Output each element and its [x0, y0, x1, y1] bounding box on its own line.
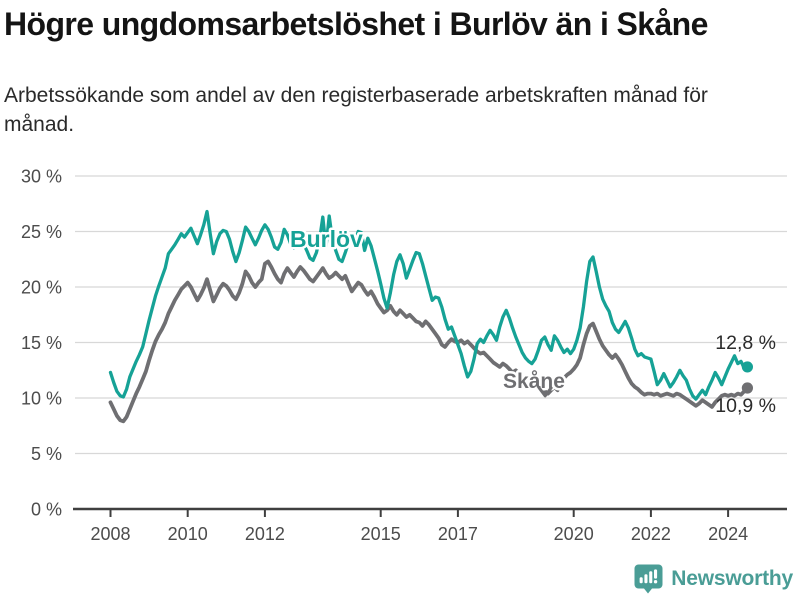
series-inline-label-burlöv: Burlöv — [290, 226, 363, 252]
unemployment-line-chart: 0 % 5 % 10 % 15 % 20 % 25 % 30 % 2008 2010 2012 20… — [21, 167, 787, 544]
series-end-label-skåne: 10,9 % — [715, 395, 776, 417]
x-tick-label: 2015 — [361, 524, 401, 544]
x-tick-label: 2022 — [631, 524, 671, 544]
x-tick-label: 2017 — [438, 524, 478, 544]
chart-subtitle: Arbetssökande som andel av den registerb… — [4, 84, 708, 136]
series-end-dot-skåne — [741, 382, 754, 394]
y-tick-label: 25 % — [21, 222, 62, 242]
series-line-skåne — [108, 259, 750, 424]
x-tick-label: 2024 — [708, 524, 748, 544]
x-tick-label: 2020 — [554, 524, 594, 544]
y-tick-label: 5 % — [31, 444, 62, 464]
x-tick-label: 2010 — [168, 524, 208, 544]
newsworthy-logo-icon — [634, 564, 663, 594]
y-tick-label: 20 % — [21, 278, 62, 298]
series-inline-label-skåne: Skåne — [503, 370, 565, 393]
series-line-burlöv — [108, 209, 750, 401]
newsworthy-branding: Newsworthy — [633, 563, 793, 594]
x-tick-label: 2008 — [90, 524, 130, 544]
y-tick-label: 30 % — [21, 167, 62, 187]
y-tick-label: 0 % — [31, 500, 62, 520]
chevron-down-icon — [537, 386, 553, 398]
newsworthy-wordmark: Newsworthy — [671, 566, 793, 590]
series-end-dot-burlöv — [741, 361, 754, 373]
y-tick-label: 10 % — [21, 389, 62, 409]
y-tick-label: 15 % — [21, 333, 62, 353]
x-tick-label: 2012 — [245, 524, 285, 544]
series-end-label-burlöv: 12,8 % — [715, 332, 776, 354]
chart-title: Högre ungdomsarbetslöshet i Burlöv än i … — [4, 6, 708, 42]
